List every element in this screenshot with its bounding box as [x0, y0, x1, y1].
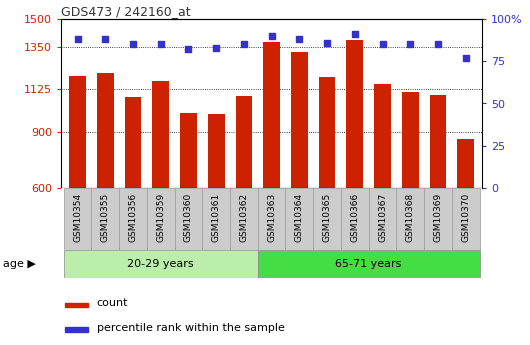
Bar — [64, 188, 92, 250]
Bar — [313, 188, 341, 250]
Point — [156, 41, 165, 47]
Bar — [369, 188, 396, 250]
Bar — [69, 76, 86, 301]
Bar — [258, 188, 286, 250]
Text: GSM10368: GSM10368 — [406, 193, 415, 242]
Text: GSM10356: GSM10356 — [128, 193, 137, 242]
Point — [129, 41, 137, 47]
Text: GSM10354: GSM10354 — [73, 193, 82, 242]
Text: 20-29 years: 20-29 years — [127, 259, 194, 269]
Bar — [153, 81, 169, 301]
Point — [295, 37, 304, 42]
Text: GSM10366: GSM10366 — [350, 193, 359, 242]
Point — [212, 45, 220, 50]
Text: GSM10355: GSM10355 — [101, 193, 110, 242]
Text: GSM10360: GSM10360 — [184, 193, 193, 242]
Text: GSM10359: GSM10359 — [156, 193, 165, 242]
Bar — [92, 188, 119, 250]
Bar — [347, 40, 363, 301]
Text: count: count — [97, 298, 128, 308]
Point — [434, 41, 442, 47]
Bar — [258, 250, 480, 278]
Point — [240, 41, 248, 47]
Point — [462, 55, 470, 61]
Bar — [374, 84, 391, 301]
Bar — [263, 41, 280, 301]
Bar — [396, 188, 424, 250]
Bar — [64, 250, 258, 278]
Point — [267, 33, 276, 39]
Point — [406, 41, 414, 47]
Text: GSM10365: GSM10365 — [323, 193, 332, 242]
Bar — [65, 327, 89, 332]
Bar — [319, 77, 335, 301]
Bar — [147, 188, 174, 250]
Text: GSM10364: GSM10364 — [295, 193, 304, 242]
Text: percentile rank within the sample: percentile rank within the sample — [97, 323, 285, 333]
Bar — [236, 96, 252, 301]
Text: GSM10370: GSM10370 — [461, 193, 470, 242]
Text: GDS473 / 242160_at: GDS473 / 242160_at — [61, 5, 191, 18]
Bar — [457, 139, 474, 301]
Bar — [202, 188, 230, 250]
Text: GSM10362: GSM10362 — [240, 193, 249, 242]
Text: 65-71 years: 65-71 years — [335, 259, 402, 269]
Point — [184, 47, 193, 52]
Bar — [430, 95, 446, 301]
Bar — [286, 188, 313, 250]
Text: GSM10367: GSM10367 — [378, 193, 387, 242]
Point — [73, 37, 82, 42]
Bar — [208, 114, 225, 301]
Bar — [291, 52, 307, 301]
Point — [378, 41, 387, 47]
Bar — [341, 188, 369, 250]
Bar — [452, 188, 480, 250]
Bar — [402, 92, 419, 301]
Point — [101, 37, 110, 42]
Point — [350, 31, 359, 37]
Bar — [65, 303, 89, 307]
Text: GSM10363: GSM10363 — [267, 193, 276, 242]
Bar — [424, 188, 452, 250]
Bar — [125, 97, 142, 301]
Bar — [180, 113, 197, 301]
Bar — [174, 188, 202, 250]
Bar — [119, 188, 147, 250]
Text: GSM10361: GSM10361 — [211, 193, 220, 242]
Bar — [97, 73, 113, 301]
Bar — [230, 188, 258, 250]
Text: GSM10369: GSM10369 — [434, 193, 443, 242]
Text: age ▶: age ▶ — [3, 259, 36, 269]
Point — [323, 40, 331, 46]
